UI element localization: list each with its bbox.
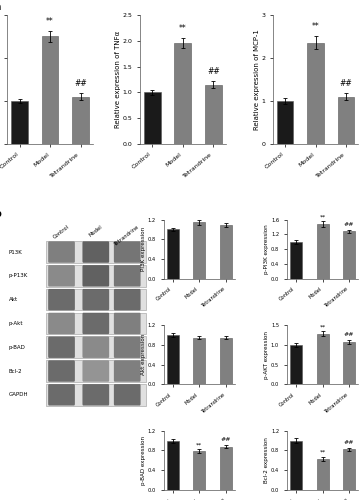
Text: ##: ## xyxy=(344,222,354,227)
Bar xyxy=(338,96,354,144)
Text: a: a xyxy=(0,2,1,12)
Y-axis label: p-AKT expression: p-AKT expression xyxy=(264,331,269,379)
Bar xyxy=(277,101,294,144)
Bar xyxy=(290,440,302,490)
Bar xyxy=(46,241,146,263)
FancyBboxPatch shape xyxy=(83,242,109,263)
Bar xyxy=(343,342,355,384)
Y-axis label: p-PI3K expression: p-PI3K expression xyxy=(264,224,269,274)
Bar xyxy=(46,289,146,310)
FancyBboxPatch shape xyxy=(114,289,140,310)
FancyBboxPatch shape xyxy=(48,289,75,310)
Bar xyxy=(167,440,179,490)
Y-axis label: Relative expression of MCP-1: Relative expression of MCP-1 xyxy=(254,29,260,130)
FancyBboxPatch shape xyxy=(48,336,75,358)
FancyBboxPatch shape xyxy=(114,360,140,382)
Bar xyxy=(167,230,179,279)
Text: **: ** xyxy=(196,442,202,447)
FancyBboxPatch shape xyxy=(83,336,109,358)
Text: **: ** xyxy=(179,24,187,33)
Bar xyxy=(317,460,329,490)
Text: b: b xyxy=(0,209,1,219)
FancyBboxPatch shape xyxy=(48,384,75,406)
Text: Akt: Akt xyxy=(9,297,18,302)
Bar xyxy=(290,242,302,279)
Bar xyxy=(46,265,146,286)
Text: p-P13K: p-P13K xyxy=(9,274,28,278)
FancyBboxPatch shape xyxy=(114,265,140,286)
FancyBboxPatch shape xyxy=(83,360,109,382)
Bar xyxy=(205,84,222,144)
Bar xyxy=(193,338,205,384)
Text: Control: Control xyxy=(52,224,71,240)
Bar xyxy=(343,450,355,490)
Bar xyxy=(174,44,191,144)
Bar xyxy=(220,224,232,279)
Text: **: ** xyxy=(319,450,326,455)
Bar xyxy=(11,101,28,144)
Bar xyxy=(46,360,146,382)
Text: **: ** xyxy=(319,214,326,219)
Y-axis label: Akt expression: Akt expression xyxy=(141,334,146,376)
FancyBboxPatch shape xyxy=(114,336,140,358)
FancyBboxPatch shape xyxy=(48,312,75,334)
Bar xyxy=(317,224,329,279)
Text: ##: ## xyxy=(340,78,353,88)
FancyBboxPatch shape xyxy=(83,312,109,334)
FancyBboxPatch shape xyxy=(114,384,140,406)
FancyBboxPatch shape xyxy=(48,360,75,382)
Bar xyxy=(46,336,146,358)
Bar xyxy=(317,334,329,384)
Bar xyxy=(167,335,179,384)
Text: **: ** xyxy=(312,22,319,32)
Text: P13K: P13K xyxy=(9,250,22,254)
Y-axis label: Bcl-2 expression: Bcl-2 expression xyxy=(264,438,269,484)
Text: ##: ## xyxy=(207,67,220,76)
Bar xyxy=(307,43,324,144)
Text: **: ** xyxy=(319,324,326,329)
FancyBboxPatch shape xyxy=(48,265,75,286)
FancyBboxPatch shape xyxy=(114,312,140,334)
Bar xyxy=(193,452,205,490)
FancyBboxPatch shape xyxy=(48,242,75,263)
FancyBboxPatch shape xyxy=(114,242,140,263)
Bar xyxy=(220,338,232,384)
Bar xyxy=(42,36,58,144)
Bar xyxy=(144,92,161,144)
Bar xyxy=(72,96,89,144)
Y-axis label: p-BAD expression: p-BAD expression xyxy=(141,436,146,485)
Text: ##: ## xyxy=(344,440,354,445)
Text: p-BAD: p-BAD xyxy=(9,344,26,350)
Text: Bcl-2: Bcl-2 xyxy=(9,368,22,374)
Text: ##: ## xyxy=(344,332,354,338)
Text: Model: Model xyxy=(88,224,104,237)
Text: p-Akt: p-Akt xyxy=(9,321,23,326)
Bar xyxy=(290,345,302,385)
Text: ##: ## xyxy=(74,79,87,88)
Bar xyxy=(220,446,232,490)
Bar xyxy=(193,222,205,279)
Bar xyxy=(46,312,146,334)
Y-axis label: PI3K expression: PI3K expression xyxy=(141,227,146,272)
Text: Tetrandrine: Tetrandrine xyxy=(114,224,141,246)
Y-axis label: Relative expression of TNFα: Relative expression of TNFα xyxy=(115,31,121,128)
Text: ##: ## xyxy=(221,437,231,442)
Text: GAPDH: GAPDH xyxy=(9,392,28,398)
FancyBboxPatch shape xyxy=(83,384,109,406)
Bar xyxy=(46,384,146,406)
Bar xyxy=(343,232,355,279)
FancyBboxPatch shape xyxy=(83,265,109,286)
FancyBboxPatch shape xyxy=(83,289,109,310)
Text: **: ** xyxy=(46,17,54,26)
